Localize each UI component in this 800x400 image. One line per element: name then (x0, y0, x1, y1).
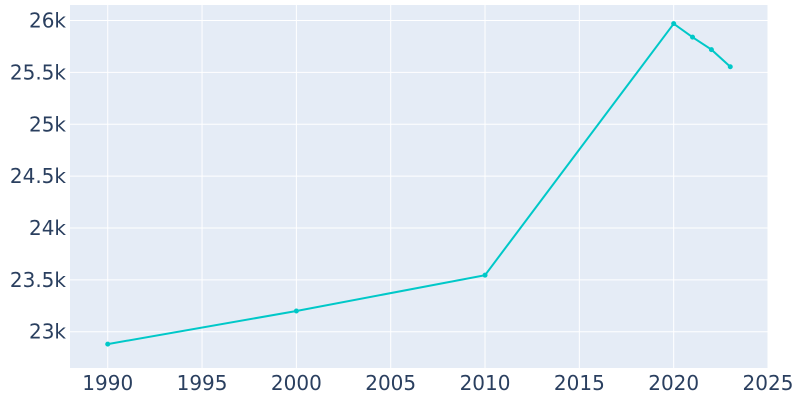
x-tick-label: 2020 (648, 371, 699, 395)
x-tick-label: 2025 (743, 371, 794, 395)
y-tick-label: 25k (29, 112, 66, 136)
y-axis-tick-labels: 23k 23.5k 24k 24.5k 25k 25.5k 26k (10, 9, 67, 344)
data-point (690, 34, 696, 40)
x-tick-label: 2010 (460, 371, 511, 395)
y-tick-label: 23.5k (10, 268, 67, 292)
x-tick-label: 1995 (177, 371, 228, 395)
x-gridlines (107, 5, 769, 368)
series-points (105, 21, 733, 347)
y-tick-label: 24.5k (10, 164, 67, 188)
y-tick-label: 26k (29, 9, 66, 33)
x-tick-label: 2015 (554, 371, 605, 395)
data-point (671, 21, 677, 27)
data-point (482, 272, 488, 278)
y-gridlines (70, 20, 768, 333)
y-tick-label: 24k (29, 216, 66, 240)
data-point (293, 308, 299, 314)
x-tick-label: 2000 (271, 371, 322, 395)
data-point (727, 64, 733, 70)
y-tick-label: 23k (29, 320, 66, 344)
x-axis-tick-labels: 1990 1995 2000 2005 2010 2015 2020 2025 (82, 371, 793, 395)
plot-area (70, 5, 768, 368)
y-tick-label: 25.5k (10, 60, 67, 84)
data-point (708, 47, 714, 53)
data-point (105, 341, 111, 347)
x-tick-label: 1990 (82, 371, 133, 395)
x-tick-label: 2005 (365, 371, 416, 395)
